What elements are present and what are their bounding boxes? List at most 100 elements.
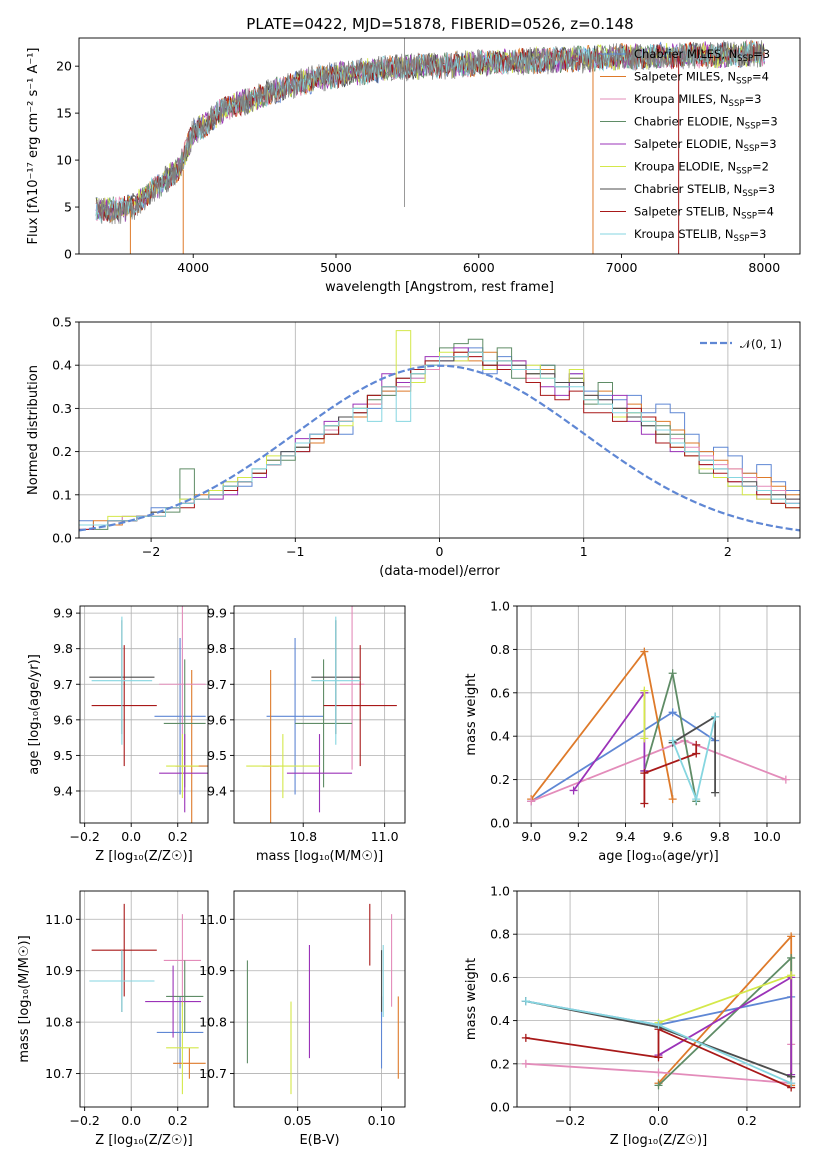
error-bar-point [311,616,361,745]
mass-weight-marker [787,932,796,941]
x-axis-label: E(B-V) [299,1133,339,1148]
error-bar-point [286,734,353,813]
x-tick-label: −1 [286,544,304,559]
mass-weight-vs-age-plot-area [527,647,790,808]
mass-weight-marker [654,1068,663,1077]
error-bar-point [156,996,204,1069]
y-tick-label: 0.3 [52,401,72,416]
mass-weight-vs-Z-plot-area [521,932,796,1092]
mass-weight-line [658,974,792,1024]
age-vs-metallicity-panel: −0.2 0.0 0.2 9.4 9.5 9.6 9.7 9.8 9.9 Z [log₁₀(Z/Z… [27,605,209,864]
y-tick-label: 9.9 [53,606,73,621]
observed-spectrum-line [95,39,765,225]
error-bar-point [91,616,153,745]
x-tick-label: 10.8 [289,829,317,844]
y-tick-label: 10 [56,153,72,168]
y-tick-label: 10.8 [199,1015,227,1030]
figure-title: PLATE=0422, MJD=51878, FIBERID=0526, z=0… [246,15,633,33]
normal-curve [79,364,800,532]
legend-label: Salpeter STELIB, NSSP=4 [634,205,774,222]
residuals-plot-area [79,330,800,532]
mass-weight-line [572,690,646,792]
y-tick-label: 0.0 [52,531,72,546]
x-axis-label: Z [log₁₀(Z/Z☉)] [95,1133,192,1148]
x-tick-label: −0.2 [555,1113,585,1128]
legend-label: Kroupa STELIB, NSSP=3 [634,227,766,244]
y-tick-label: 15 [56,106,72,121]
x-axis-label: mass [log₁₀(M/M☉)] [256,849,383,864]
axes-frame [516,605,801,824]
mass-weight-marker [787,1079,796,1088]
y-tick-label: 9.6 [207,712,227,727]
y-tick-label: 0.0 [490,816,510,831]
mass-weight-line [643,744,698,804]
mass-weight-marker [668,795,677,804]
x-tick-label: −2 [142,544,160,559]
x-tick-label: 7000 [606,260,638,275]
y-tick-label: 9.6 [53,712,73,727]
x-tick-label: 5000 [320,260,352,275]
x-tick-label: 0.2 [168,1113,188,1128]
x-tick-label: 9.4 [616,829,636,844]
y-tick-label: 9.5 [53,748,73,763]
y-tick-label: 11.0 [45,912,73,927]
y-axis-label: mass weight [464,673,479,755]
y-tick-label: 0.6 [490,685,510,700]
mass-weight-marker [654,1053,663,1062]
error-bar-point [154,638,206,795]
y-axis-label: mass [log₁₀(M/M☉)] [17,935,32,1062]
y-tick-label: 0.4 [490,729,510,744]
mass-weight-marker [787,971,796,980]
mass-weight-marker [668,708,677,717]
legend-label: Kroupa ELODIE, NSSP=2 [634,160,769,177]
y-tick-label: 10.7 [199,1066,227,1081]
y-tick-label: 0 [64,247,72,262]
x-tick-label: 0.10 [368,1113,396,1128]
y-tick-label: 20 [56,59,72,74]
y-tick-label: 9.5 [207,748,227,763]
y-tick-label: 9.7 [53,677,73,692]
y-tick-label: 0.4 [52,358,72,373]
y-tick-label: 0.2 [490,772,510,787]
axes-frame [79,605,209,824]
y-axis-label: mass weight [464,958,479,1040]
legend-label: 𝒩(0, 1) [740,337,782,351]
y-tick-label: 10.7 [45,1066,73,1081]
error-bar-point [163,914,202,1007]
error-bar-point [295,659,353,788]
mass-weight-marker [654,1020,663,1029]
error-bar-point [89,950,155,1012]
x-tick-label: 1 [580,544,588,559]
y-tick-label: 10.9 [45,963,73,978]
x-tick-label: 0.0 [121,1113,141,1128]
y-axis-label: age [log₁₀(age/yr)] [27,654,42,775]
x-tick-label: 10.0 [753,829,781,844]
y-tick-label: 0.4 [490,1013,510,1028]
age-vs-Z-plot-area [89,606,208,823]
x-axis-label: age [log₁₀(age/yr)] [598,849,719,864]
y-tick-label: 11.0 [199,912,227,927]
residuals-panel: −2 −1 0 1 2 0.0 0.1 0.2 0.3 0.4 0.5 (data-model)/er… [26,315,801,579]
x-tick-label: 0.2 [168,829,188,844]
mass-weight-marker [640,734,649,743]
x-axis-label: wavelength [Angstrom, rest frame] [325,280,554,295]
x-axis-label: Z [log₁₀(Z/Z☉)] [610,1133,707,1148]
error-bar-point [166,960,204,1033]
y-tick-label: 5 [64,200,72,215]
y-tick-label: 1.0 [490,599,510,614]
age-vs-mass-plot-area [246,606,397,823]
mass-weight-marker [527,797,536,806]
mass-weight-marker [711,788,720,797]
spectrum-legend: Chabrier MILES, NSSP=3 Salpeter MILES, NS… [600,47,778,244]
y-tick-label: 9.8 [207,641,227,656]
y-axis-label: Flux [fλ10⁻¹⁷ erg cm⁻² s⁻¹ A⁻¹] [26,48,41,245]
mass-vs-metallicity-panel: −0.2 0.0 0.2 10.7 10.8 10.9 11.0 Z [log₁₀(Z/Z☉)… [17,890,209,1148]
y-tick-label: 0.2 [52,444,72,459]
y-tick-label: 9.8 [53,641,73,656]
y-tick-label: 0.2 [490,1056,510,1071]
y-tick-label: 0.8 [490,642,510,657]
x-tick-label: 9.0 [521,829,541,844]
mass-weight-marker [668,736,677,745]
x-tick-label: 4000 [177,260,209,275]
